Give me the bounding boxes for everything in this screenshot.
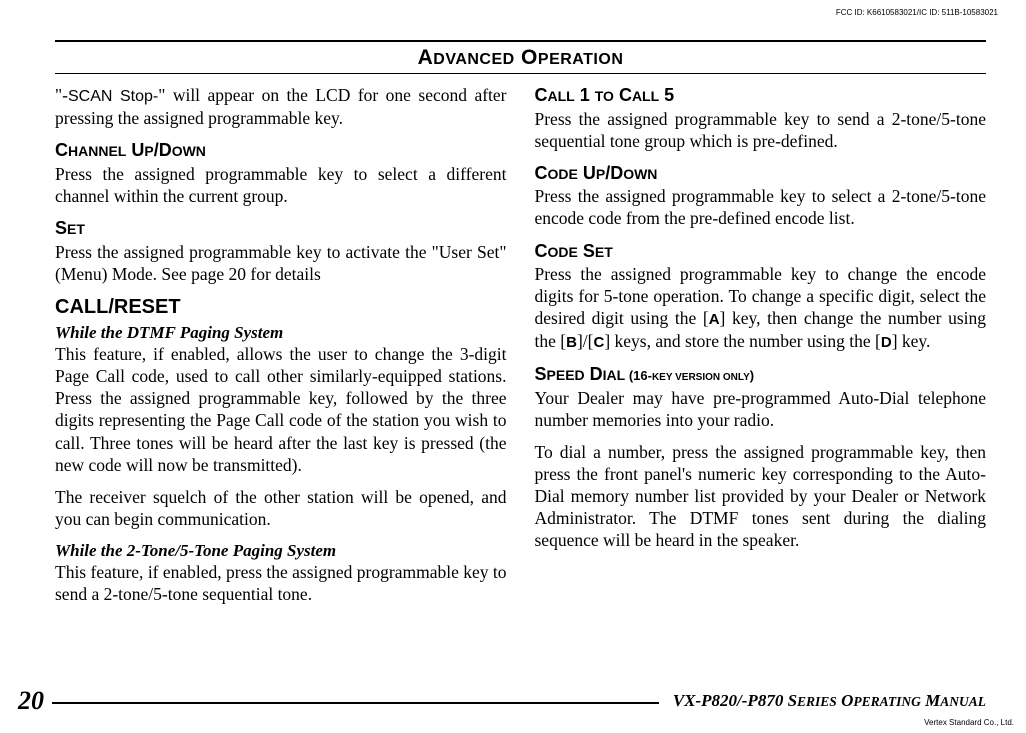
subhead-2-5-tone: While the 2-Tone/5-Tone Paging System [55, 540, 507, 561]
key-c: C [593, 334, 604, 351]
footer-rule [52, 702, 659, 704]
heading-code-set: CODE SET [535, 240, 987, 263]
scan-stop-paragraph: "-SCAN Stop-" will appear on the LCD for… [55, 84, 507, 129]
paragraph-speed-dial-1: Your Dealer may have pre-programmed Auto… [535, 387, 987, 431]
paragraph-speed-dial-2: To dial a number, press the assigned pro… [535, 441, 987, 551]
paragraph-2-5-tone: This feature, if enabled, press the assi… [55, 561, 507, 605]
page-number: 20 [18, 688, 44, 714]
paragraph-dtmf-1: This feature, if enabled, allows the use… [55, 343, 507, 475]
key-b: B [566, 334, 577, 351]
paragraph-channel-updown: Press the assigned programmable key to s… [55, 163, 507, 207]
paragraph-code-set: Press the assigned programmable key to c… [535, 263, 987, 353]
heading-call-reset: CALL/RESET [55, 295, 507, 320]
key-a: A [709, 311, 720, 328]
heading-channel-updown: CHANNEL UP/DOWN [55, 139, 507, 162]
content-columns: "-SCAN Stop-" will appear on the LCD for… [55, 84, 986, 615]
subhead-dtmf: While the DTMF Paging System [55, 322, 507, 343]
right-column: CALL 1 TO CALL 5 Press the assigned prog… [535, 84, 987, 615]
heading-speed-dial: SPEED DIAL (16-KEY VERSION ONLY) [535, 363, 987, 386]
footer-row: 20 VX-P820/-P870 SERIES OPERATING MANUAL [18, 687, 986, 715]
left-column: "-SCAN Stop-" will appear on the LCD for… [55, 84, 507, 615]
header-rule-bottom [55, 73, 986, 74]
page-title: ADVANCED OPERATION [55, 42, 986, 73]
paragraph-code-updown: Press the assigned programmable key to s… [535, 185, 987, 229]
fcc-id-text: FCC ID: K6610583021/IC ID: 511B-10583021 [836, 8, 998, 17]
key-d: D [881, 334, 892, 351]
manual-page: FCC ID: K6610583021/IC ID: 511B-10583021… [0, 0, 1026, 733]
paragraph-dtmf-2: The receiver squelch of the other statio… [55, 486, 507, 530]
vertex-copyright: Vertex Standard Co., Ltd. [924, 718, 1014, 727]
heading-set: SET [55, 217, 507, 240]
heading-code-updown: CODE UP/DOWN [535, 162, 987, 185]
lcd-text: SCAN Stop- [68, 88, 158, 105]
paragraph-call-1-5: Press the assigned programmable key to s… [535, 108, 987, 152]
paragraph-set: Press the assigned programmable key to a… [55, 241, 507, 285]
title-text: ADVANCED OPERATION [418, 46, 624, 69]
manual-title: VX-P820/-P870 SERIES OPERATING MANUAL [673, 691, 986, 711]
heading-call-1-5: CALL 1 TO CALL 5 [535, 84, 987, 107]
